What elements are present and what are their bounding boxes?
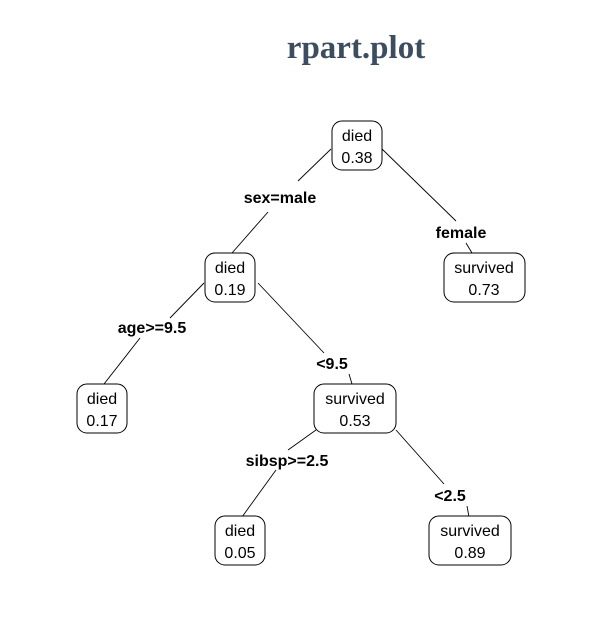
tree-node-n11: survived 0.89 [428, 515, 512, 566]
node-class-label: survived [440, 523, 500, 540]
edge-root-right-lower [465, 242, 473, 254]
tree-node-n2: died 0.19 [204, 252, 256, 303]
node-class-label: survived [325, 391, 385, 408]
tree-node-n3: survived 0.73 [443, 252, 526, 303]
node-probability: 0.17 [86, 413, 117, 430]
tree-node-n4: died 0.17 [76, 383, 128, 434]
edge-n5-right-lower [466, 505, 470, 518]
node-probability: 0.38 [341, 150, 372, 167]
edge-n2-left [169, 282, 205, 319]
split-label-age-ge: age>=9.5 [118, 320, 187, 337]
edge-root-left [297, 148, 332, 182]
edge-root-left-lower [231, 211, 269, 254]
node-probability: 0.89 [454, 545, 485, 562]
split-label-sex-male: sex=male [244, 190, 317, 207]
split-label-age-lt: <9.5 [316, 356, 348, 373]
node-class-label: died [225, 523, 255, 540]
node-class-label: survived [454, 260, 514, 277]
node-class-label: died [87, 391, 117, 408]
node-class-label: died [215, 260, 245, 277]
edge-n2-left-lower [103, 337, 141, 385]
split-label-sibsp-lt: <2.5 [434, 488, 466, 505]
split-label-female: female [436, 225, 487, 242]
edge-n5-right [395, 429, 445, 485]
edge-n2-right-lower [348, 373, 353, 385]
tree-node-root: died 0.38 [331, 120, 383, 171]
node-probability: 0.19 [214, 282, 245, 299]
node-probability: 0.53 [339, 413, 370, 430]
edge-n5-left-lower [241, 469, 277, 518]
tree-node-n5: survived 0.53 [313, 383, 397, 434]
split-label-sibsp-ge: sibsp>=2.5 [246, 453, 329, 470]
edge-n2-right [257, 282, 325, 354]
node-probability: 0.05 [224, 545, 255, 562]
edge-n5-left [287, 429, 317, 451]
node-probability: 0.73 [468, 282, 499, 299]
node-class-label: died [342, 128, 372, 145]
edge-root-right [381, 148, 457, 222]
plot-title: rpart.plot [286, 30, 426, 66]
tree-node-n10: died 0.05 [214, 515, 266, 566]
